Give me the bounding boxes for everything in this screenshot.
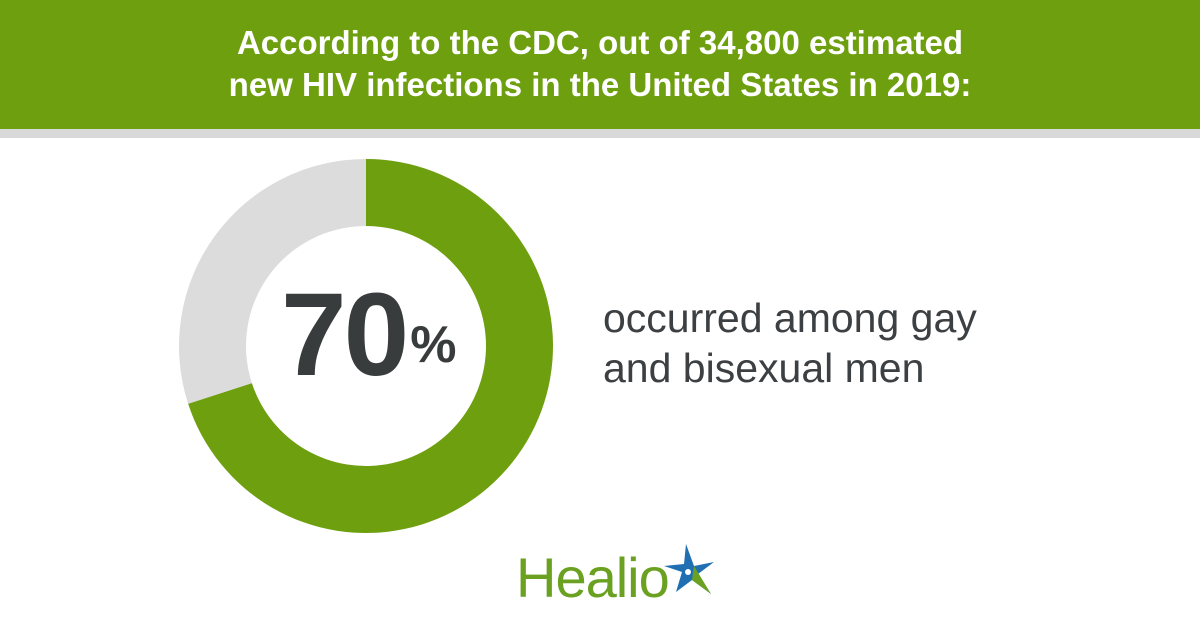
stat-description: occurred among gay and bisexual men bbox=[603, 293, 977, 393]
star-icon bbox=[664, 544, 714, 594]
donut-slice-0 bbox=[188, 159, 553, 533]
stat-unit: % bbox=[410, 316, 457, 374]
description-line-1: occurred among gay bbox=[603, 295, 977, 341]
divider-stripe bbox=[0, 129, 1200, 138]
donut-slice-1 bbox=[178, 159, 366, 404]
stat-value: 70 bbox=[281, 269, 409, 401]
percentage-stat: 70% bbox=[281, 275, 457, 395]
logo-text: Healio bbox=[516, 546, 670, 609]
header-line-1: According to the CDC, out of 34,800 esti… bbox=[236, 24, 964, 61]
header-banner: According to the CDC, out of 34,800 esti… bbox=[0, 0, 1200, 129]
header-line-2: new HIV infections in the United States … bbox=[228, 66, 972, 103]
healio-logo: Healio bbox=[516, 542, 716, 612]
description-line-2: and bisexual men bbox=[603, 345, 925, 391]
